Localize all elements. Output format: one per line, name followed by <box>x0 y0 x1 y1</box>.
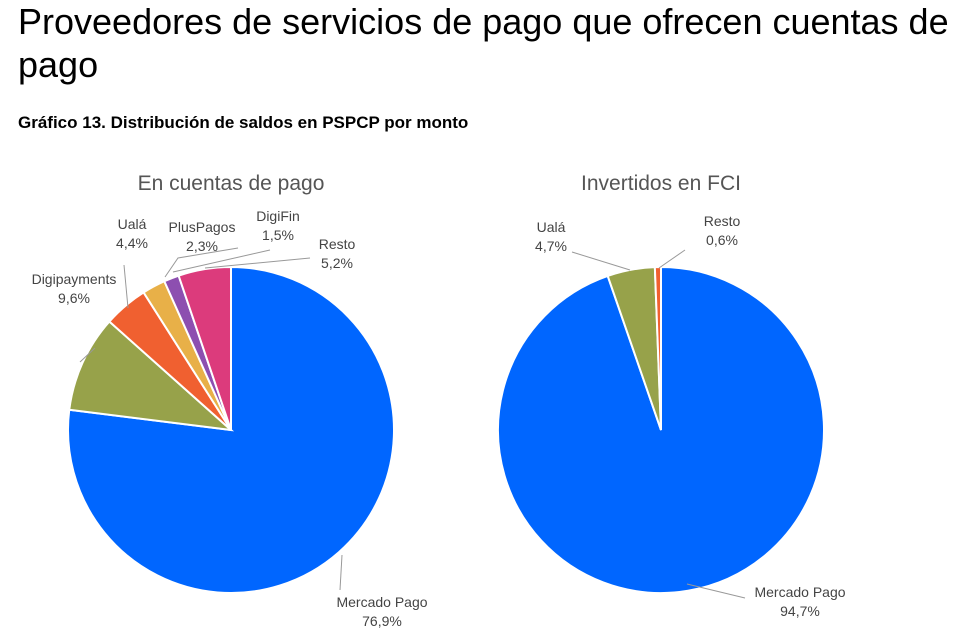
leader-line-1-0 <box>686 583 746 599</box>
slice-value-label-0-3: 2,3% <box>186 238 218 254</box>
slice-name-label-1-2: Resto <box>704 213 741 229</box>
slice-value-label-1-2: 0,6% <box>706 232 738 248</box>
leader-line-1-2 <box>658 249 686 269</box>
slice-name-label-0-3: PlusPagos <box>169 219 236 235</box>
leader-line-0-3 <box>164 247 239 278</box>
chart-title-cuentas: En cuentas de pago <box>138 172 325 195</box>
pie-slice-0-1 <box>68 320 235 432</box>
slice-name-label-1-0: Mercado Pago <box>754 584 845 600</box>
slice-name-label-0-0: Mercado Pago <box>336 594 427 610</box>
leader-line-1-1 <box>571 251 631 271</box>
leader-line-0-1 <box>79 347 96 363</box>
slice-name-label-0-5: Resto <box>319 236 356 252</box>
leader-line-0-5 <box>204 257 311 269</box>
slice-name-label-0-4: DigiFin <box>256 208 300 224</box>
slice-name-label-0-2: Ualá <box>118 216 147 232</box>
pie-slice-1-0 <box>497 265 825 594</box>
slice-value-label-1-0: 94,7% <box>780 603 820 619</box>
leader-line-0-4 <box>172 249 271 273</box>
slice-value-label-0-0: 76,9% <box>362 613 402 629</box>
page-title: Proveedores de servicios de pago que ofr… <box>18 1 949 85</box>
pie-slice-0-0 <box>67 265 395 594</box>
pie-slice-0-5 <box>177 265 232 431</box>
leader-line-0-2 <box>123 264 129 309</box>
slice-name-label-1-1: Ualá <box>537 219 566 235</box>
slice-value-label-0-1: 9,6% <box>58 290 90 306</box>
leader-line-0-0 <box>339 554 343 591</box>
chart-title-fci: Invertidos en FCI <box>581 172 741 195</box>
slice-name-label-0-1: Digipayments <box>32 271 117 287</box>
slice-value-label-0-5: 5,2% <box>321 255 353 271</box>
slice-value-label-0-4: 1,5% <box>262 227 294 243</box>
slice-value-label-0-2: 4,4% <box>116 235 148 251</box>
slice-value-label-1-1: 4,7% <box>535 238 567 254</box>
chart-caption: Gráfico 13. Distribución de saldos en PS… <box>18 113 469 132</box>
